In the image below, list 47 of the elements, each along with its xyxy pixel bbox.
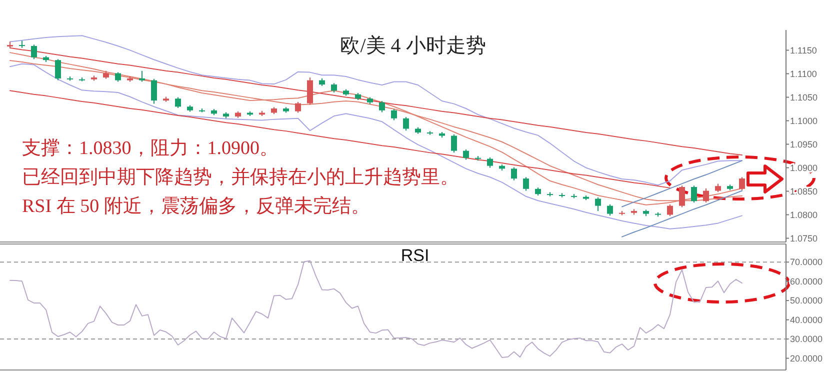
candlestick xyxy=(691,185,697,204)
candlestick xyxy=(379,100,385,113)
y-tick-label: 70.0000 xyxy=(790,257,823,268)
line-series xyxy=(622,190,742,238)
candlestick xyxy=(175,96,181,109)
candlestick xyxy=(403,116,409,132)
candlestick xyxy=(463,148,469,160)
candlestick xyxy=(607,204,613,216)
candlestick xyxy=(307,76,313,106)
y-tick-label: 1.0950 xyxy=(790,139,818,150)
candlestick xyxy=(595,196,601,212)
annotation: 支撑：1.0830，阻力：1.0900。 xyxy=(22,138,278,159)
candlestick xyxy=(679,185,685,208)
candlestick xyxy=(331,82,337,94)
candlestick xyxy=(739,176,745,191)
line-series xyxy=(10,90,670,188)
candlestick xyxy=(667,204,673,217)
candlestick xyxy=(391,108,397,121)
chart-title: 欧/美 4 小时走势 xyxy=(340,34,486,57)
y-tick-label: 1.1100 xyxy=(790,68,817,79)
line-series xyxy=(10,35,742,186)
y-tick-label: 1.1150 xyxy=(790,45,817,56)
candlestick xyxy=(487,156,493,168)
annotation: 已经回到中期下降趋势，并保持在小的上升趋势里。 xyxy=(22,167,459,188)
y-tick-label: 1.1050 xyxy=(790,92,818,102)
y-tick-label: 1.0800 xyxy=(790,210,818,220)
candlestick xyxy=(31,44,37,60)
line-series xyxy=(622,160,742,208)
annotation: RSI 在 50 附近，震荡偏多，反弹未完结。 xyxy=(22,195,370,217)
y-tick-label: 50.0000 xyxy=(790,296,823,306)
y-tick-label: 1.0750 xyxy=(790,233,818,244)
y-tick-label: 40.0000 xyxy=(790,314,823,325)
candlestick xyxy=(451,134,457,154)
y-tick-label: 1.1000 xyxy=(790,116,818,126)
candlestick xyxy=(115,72,121,82)
y-tick-label: 30.0000 xyxy=(790,334,823,344)
y-tick-label: 60.0000 xyxy=(790,276,823,286)
line-series xyxy=(10,260,742,358)
candlestick xyxy=(511,166,517,181)
candlestick xyxy=(703,188,709,204)
candlestick xyxy=(139,70,145,82)
chart-title: RSI xyxy=(400,246,430,265)
y-tick-label: 20.0000 xyxy=(790,353,823,364)
candlestick xyxy=(523,176,529,192)
candlestick xyxy=(55,58,61,81)
candlestick xyxy=(295,101,301,114)
candlestick xyxy=(151,78,157,104)
